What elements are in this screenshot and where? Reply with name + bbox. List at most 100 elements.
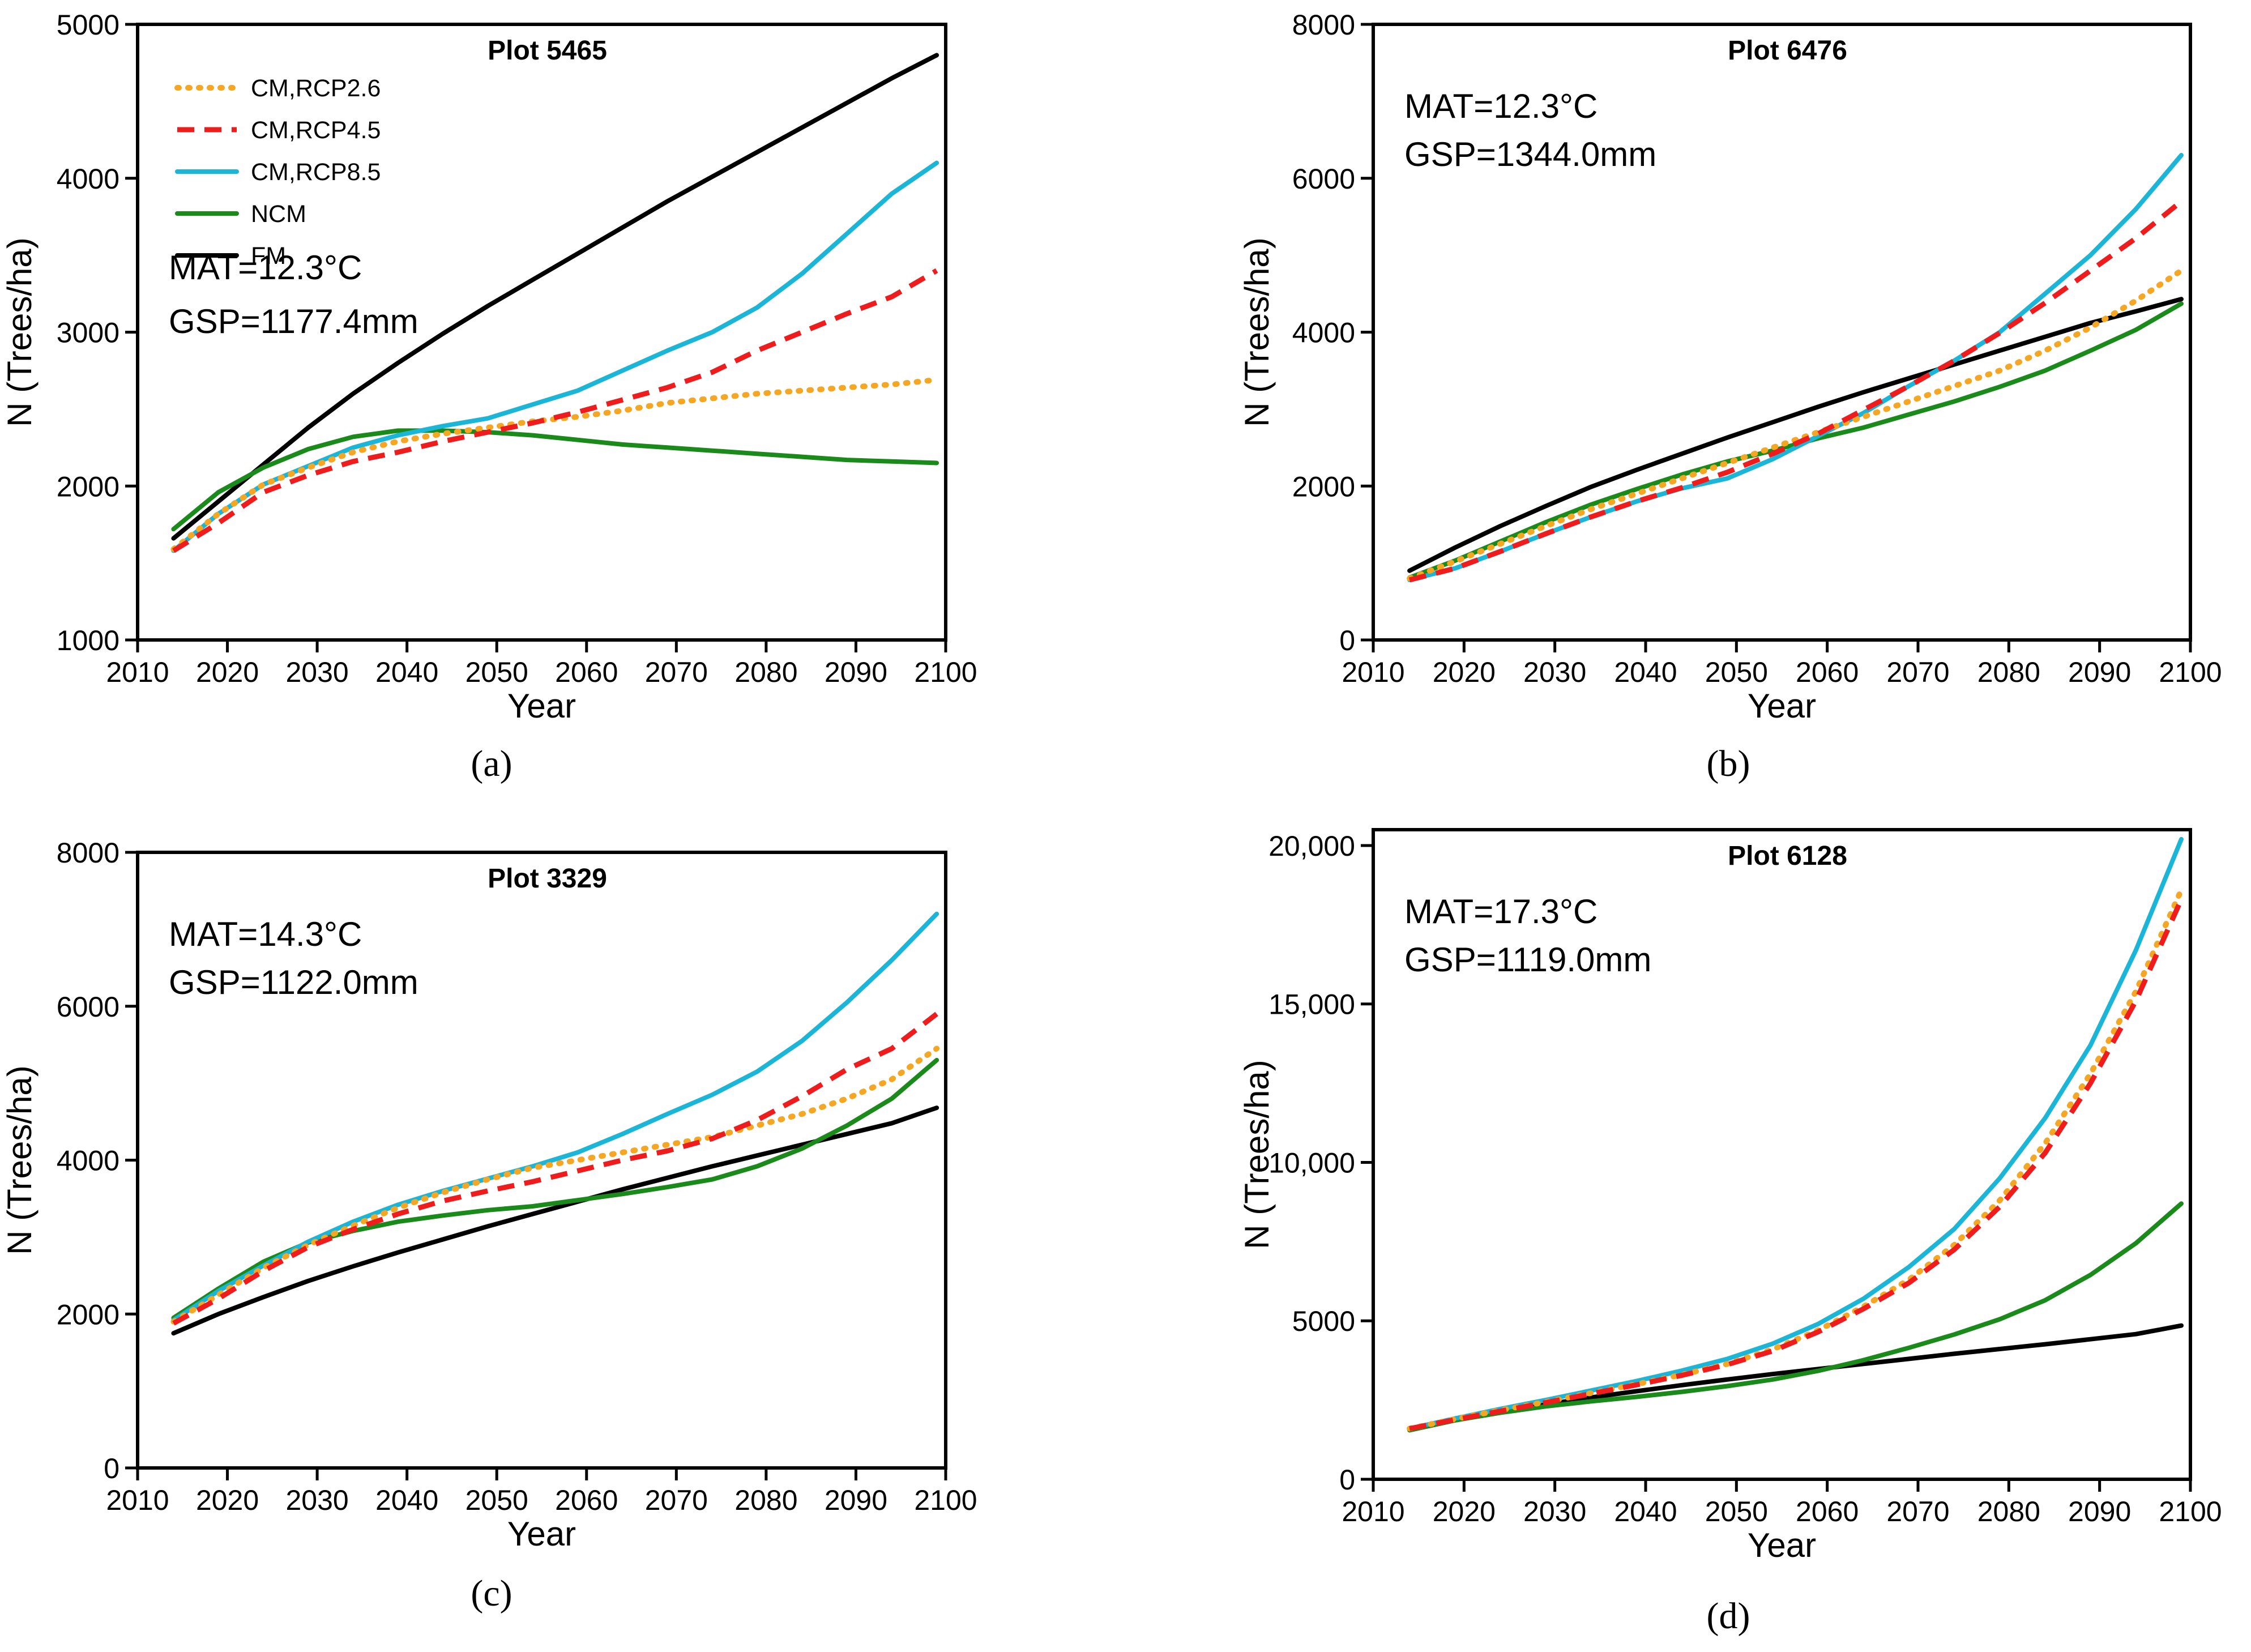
- mat-label: MAT=14.3°C: [169, 915, 362, 953]
- x-tick-label: 2020: [1433, 1496, 1496, 1527]
- gsp-label: GSP=1122.0mm: [169, 963, 418, 1001]
- y-tick-label: 2000: [57, 1299, 119, 1330]
- panel-title: Plot 6128: [1728, 841, 1847, 871]
- panel-caption: (b): [1707, 743, 1750, 784]
- x-tick-label: 2010: [1342, 1496, 1404, 1527]
- legend-label-rcp85: CM,RCP8.5: [251, 159, 381, 186]
- x-tick-label: 2020: [196, 656, 259, 688]
- x-tick-label: 2080: [1977, 656, 2040, 688]
- series-line-rcp45: [1408, 199, 2183, 583]
- x-tick-label: 2020: [1433, 656, 1496, 688]
- x-tick-label: 2070: [645, 656, 708, 688]
- panel-caption: (d): [1707, 1595, 1750, 1637]
- y-tick-label: 5000: [1292, 1305, 1355, 1337]
- series-line-rcp26: [170, 1045, 940, 1325]
- y-tick-label: 10,000: [1268, 1147, 1355, 1179]
- series-line-rcp45: [1409, 898, 2184, 1431]
- x-tick-label: 2040: [375, 656, 438, 688]
- x-tick-label: 2010: [106, 1484, 169, 1516]
- y-axis-title: N (Trees/ha): [1, 1065, 39, 1255]
- series-line-rcp26: [1407, 267, 2184, 582]
- legend-label-fm: FM: [251, 242, 286, 270]
- x-tick-label: 2030: [285, 656, 348, 688]
- x-axis-title: Year: [1748, 687, 1816, 725]
- x-tick-label: 2020: [196, 1484, 259, 1516]
- x-tick-label: 2050: [465, 656, 528, 688]
- x-tick-label: 2030: [1523, 656, 1586, 688]
- y-tick-label: 4000: [57, 163, 119, 195]
- y-axis-title: N (Trees/ha): [1238, 237, 1276, 427]
- series-line-rcp45: [172, 1011, 938, 1326]
- x-tick-label: 2070: [1886, 656, 1949, 688]
- x-tick-label: 2090: [825, 1484, 887, 1516]
- y-tick-label: 5000: [57, 9, 119, 41]
- y-tick-label: 6000: [57, 991, 119, 1023]
- x-tick-label: 2070: [1886, 1496, 1949, 1527]
- x-axis-title: Year: [507, 1515, 576, 1553]
- y-tick-label: 15,000: [1268, 989, 1355, 1021]
- x-tick-label: 2100: [914, 656, 977, 688]
- series-line-fm: [1407, 297, 2184, 573]
- legend-label-ncm: NCM: [251, 200, 306, 228]
- panel-a: 2010 2020 2030 2040 2050 2060 2070 2080 2090 2100…: [1, 9, 977, 784]
- series-line-rcp85: [1407, 153, 2184, 582]
- x-tick-label: 2040: [1614, 656, 1677, 688]
- plot-area: [1407, 836, 2184, 1433]
- gsp-label: GSP=1177.4mm: [169, 302, 418, 340]
- mat-label: MAT=17.3°C: [1404, 893, 1598, 930]
- x-tick-label: 2090: [2068, 656, 2131, 688]
- series-line-ncm: [1407, 1201, 2184, 1433]
- x-tick-label: 2070: [645, 1484, 708, 1516]
- panel-title: Plot 3329: [488, 864, 607, 894]
- x-tick-label: 2080: [734, 1484, 797, 1516]
- series-line-rcp45: [172, 268, 938, 553]
- y-tick-label: 2000: [1292, 471, 1355, 502]
- x-axis-title: Year: [1748, 1526, 1816, 1564]
- panel-title: Plot 5465: [488, 36, 607, 66]
- x-tick-label: 2080: [1977, 1496, 2040, 1527]
- panel-d: 2010 2020 2030 2040 2050 2060 2070 2080 2090 2100…: [1238, 828, 2222, 1637]
- x-tick-label: 2010: [106, 656, 169, 688]
- y-tick-label: 2000: [57, 471, 119, 502]
- series-line-ncm: [171, 1057, 939, 1320]
- y-tick-label: 8000: [1292, 9, 1355, 41]
- x-tick-label: 2040: [1614, 1496, 1677, 1527]
- series-line-fm: [171, 1105, 939, 1336]
- legend-label-rcp45: CM,RCP4.5: [251, 117, 381, 144]
- x-tick-label: 2060: [555, 656, 618, 688]
- x-tick-label: 2050: [465, 1484, 528, 1516]
- plot-area: [170, 911, 940, 1336]
- y-tick-label: 8000: [57, 837, 119, 869]
- series-line-rcp85: [171, 911, 939, 1323]
- y-tick-label: 4000: [1292, 317, 1355, 349]
- panel-title: Plot 6476: [1728, 36, 1847, 66]
- plot-area: [170, 53, 940, 553]
- x-tick-label: 2090: [2068, 1496, 2131, 1527]
- y-tick-label: 0: [104, 1453, 119, 1484]
- x-axis-title: Year: [507, 687, 576, 725]
- panel-b: 2010 2020 2030 2040 2050 2060 2070 2080 2090 2100…: [1238, 9, 2222, 784]
- plot-area: [1407, 153, 2184, 583]
- series-line-fm: [171, 53, 939, 541]
- x-tick-label: 2090: [825, 656, 887, 688]
- x-tick-label: 2060: [1796, 1496, 1859, 1527]
- x-tick-label: 2040: [375, 1484, 438, 1516]
- series-line-rcp26: [170, 377, 940, 552]
- legend-label-rcp26: CM,RCP2.6: [251, 75, 381, 102]
- x-tick-label: 2010: [1342, 656, 1404, 688]
- y-axis-title: N (Trees/ha): [1, 237, 39, 427]
- y-tick-label: 0: [1339, 1464, 1355, 1496]
- y-tick-label: 0: [1339, 625, 1355, 656]
- x-tick-label: 2030: [1523, 1496, 1586, 1527]
- y-tick-label: 3000: [57, 317, 119, 349]
- x-tick-label: 2060: [555, 1484, 618, 1516]
- x-tick-label: 2060: [1796, 656, 1859, 688]
- mat-label: MAT=12.3°C: [1404, 87, 1598, 125]
- y-tick-label: 1000: [57, 625, 119, 656]
- y-tick-label: 4000: [57, 1145, 119, 1177]
- gsp-label: GSP=1344.0mm: [1404, 135, 1656, 173]
- gsp-label: GSP=1119.0mm: [1404, 941, 1651, 979]
- panel-caption: (c): [471, 1573, 512, 1614]
- y-axis-title: N (Trees/ha): [1238, 1060, 1276, 1249]
